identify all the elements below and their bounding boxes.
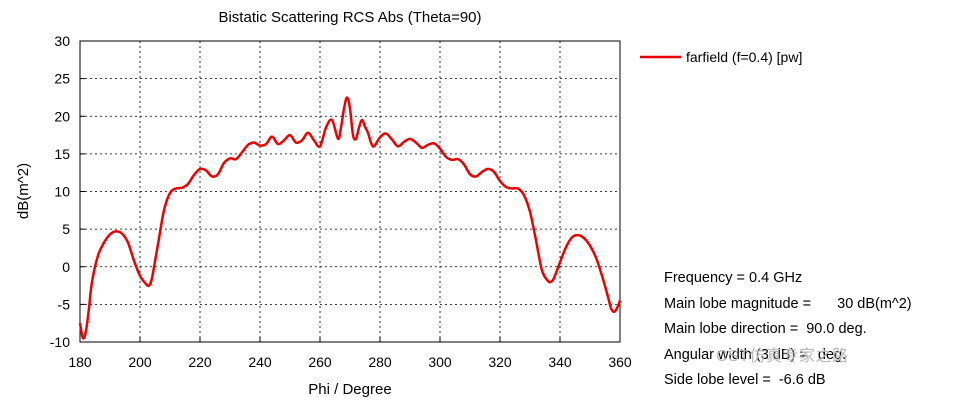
main-lobe-magnitude-value: 30 dB(m^2) [837, 295, 912, 312]
y-axis: -10 -5 0 5 10 15 20 25 30 [50, 33, 85, 350]
y-tick-label: -10 [50, 334, 70, 350]
x-axis: 180 200 220 240 260 280 300 320 340 360 [68, 337, 632, 370]
y-tick-label: 20 [54, 108, 70, 124]
y-axis-label: dB(m^2) [15, 163, 32, 219]
legend: farfield (f=0.4) [pw] [640, 49, 802, 65]
info-panel: Frequency = 0.4 GHz Main lobe magnitude … [664, 266, 912, 394]
y-tick-label: 25 [54, 71, 70, 87]
series-layer [78, 96, 622, 340]
main-lobe-direction-value: 90.0 deg. [806, 321, 867, 337]
x-tick-label: 240 [248, 354, 272, 370]
x-tick-label: 360 [608, 354, 632, 370]
side-lobe-value: -6.6 dB [778, 372, 826, 388]
grid [80, 41, 620, 342]
info-angular-width: Angular width (3 dB) = deg. [664, 343, 912, 369]
series-line-farfield [78, 96, 622, 340]
x-tick-label: 200 [128, 354, 152, 370]
info-side-lobe-level: Side lobe level = -6.6 dB [664, 368, 912, 394]
chart-title: Bistatic Scattering RCS Abs (Theta=90) [218, 9, 481, 26]
main-lobe-magnitude-label: Main lobe magnitude = [664, 295, 812, 312]
x-axis-label: Phi / Degree [308, 381, 391, 398]
x-tick-label: 260 [308, 354, 332, 370]
x-tick-label: 180 [68, 354, 92, 370]
main-lobe-direction-label: Main lobe direction = [664, 321, 799, 337]
legend-label: farfield (f=0.4) [pw] [686, 49, 802, 65]
x-tick-label: 320 [488, 354, 512, 370]
x-tick-label: 340 [548, 354, 572, 370]
angular-width-value: deg. [817, 346, 847, 363]
y-tick-label: 0 [62, 259, 70, 275]
x-tick-label: 220 [188, 354, 212, 370]
y-tick-label: 15 [54, 146, 70, 162]
y-tick-label: 30 [54, 33, 70, 49]
y-tick-label: 10 [54, 184, 70, 200]
info-main-lobe-direction: Main lobe direction = 90.0 deg. [664, 317, 912, 343]
y-tick-label: -5 [58, 296, 71, 312]
angular-width-label: Angular width (3 dB) = [664, 346, 808, 363]
watermark: CST仿真专家之路 [716, 348, 849, 365]
info-frequency: Frequency = 0.4 GHz [664, 266, 912, 292]
x-tick-label: 300 [428, 354, 452, 370]
y-tick-label: 5 [62, 221, 70, 237]
frequency-value: 0.4 GHz [749, 270, 803, 286]
x-tick-label: 280 [368, 354, 392, 370]
info-main-lobe-magnitude: Main lobe magnitude = 30 dB(m^2) [664, 292, 912, 318]
frequency-label: Frequency = [664, 270, 750, 286]
side-lobe-label: Side lobe level = [664, 372, 771, 388]
